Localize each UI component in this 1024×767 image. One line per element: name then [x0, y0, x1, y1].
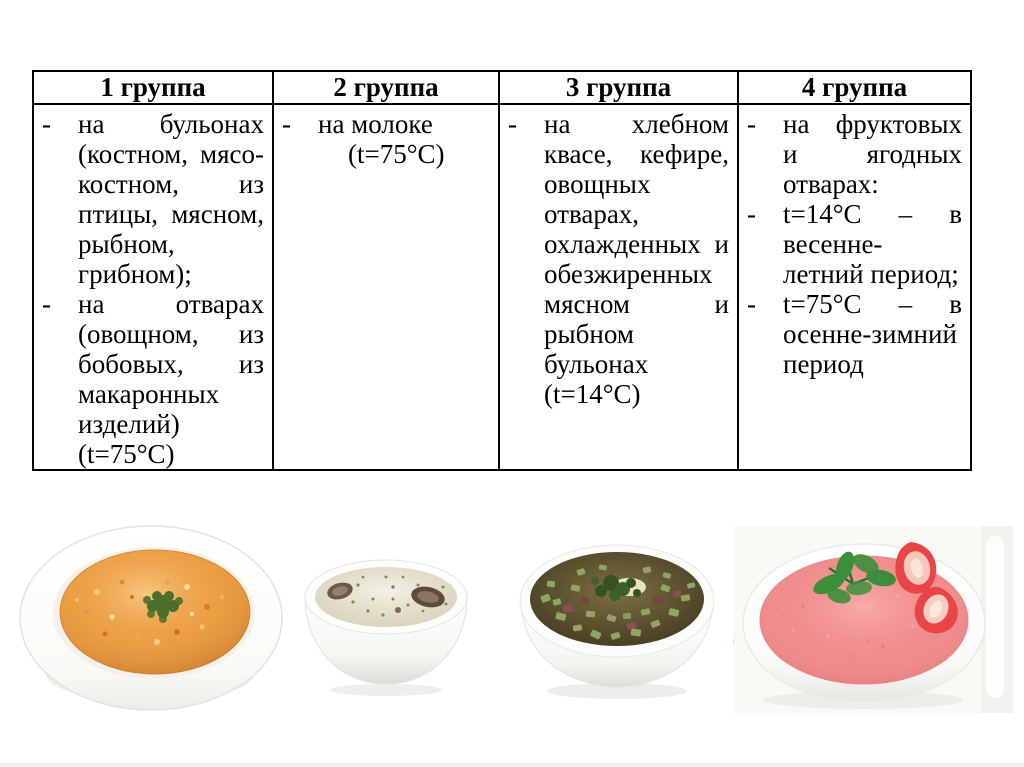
mushroom-slices: [327, 582, 445, 613]
milk-soup-bowl-image: [304, 559, 468, 696]
list-item: - на хлебном квасе, кефире, овощных отва…: [506, 109, 729, 409]
table-header-group-3: 3 группа: [498, 70, 739, 105]
mint-garnish: [813, 551, 896, 604]
photo-milk-soup: [298, 547, 474, 702]
meat-pieces: [562, 590, 682, 630]
table-body-row: - на бульонах (костном, мясо-костном, из…: [32, 103, 972, 471]
table-header-group-1: 1 группа: [32, 70, 274, 105]
list-item-text: на бульонах (костном, мясо-костном, из п…: [78, 109, 264, 289]
bullet-dash: -: [747, 289, 756, 319]
soup-texture-dots: [731, 584, 935, 658]
napkin: [986, 536, 1004, 698]
soup-shading: [60, 550, 250, 674]
soup-shading: [315, 567, 457, 627]
bullet-dash: -: [747, 199, 756, 229]
list-item: - на молоке: [280, 109, 490, 139]
list-item: - t=14°C – в весенне-летний период;: [745, 199, 962, 289]
bowl-shadow: [330, 684, 442, 696]
list-item-text: на хлебном квасе, кефире, овощных отвара…: [544, 109, 729, 409]
bullet-dash: -: [282, 109, 291, 139]
list-item: (t=75°C): [280, 139, 490, 169]
list-item-text: (t=75°C): [348, 139, 445, 169]
list-item-text: на молоке: [318, 109, 433, 139]
bullet-dash: -: [42, 109, 51, 139]
bullet-dash: -: [42, 289, 51, 319]
dill-garnish: [591, 575, 641, 601]
soup-groups-table: 1 группа 2 группа 3 группа 4 группа - на…: [32, 70, 972, 471]
photo-okroshka-soup: [511, 525, 723, 706]
list-item-text: на фруктовых и ягодных отварах:: [783, 109, 962, 199]
list-item: - на фруктовых и ягодных отварах:: [745, 109, 962, 199]
photo-strawberry-soup: [731, 526, 1013, 718]
okroshka-bowl-image: [519, 544, 715, 699]
bullet-dash: -: [747, 109, 756, 139]
bullet-dash: [280, 139, 318, 169]
list-item-text: на отварах (овощном, из бобовых, из мака…: [78, 289, 264, 469]
slide-bottom-edge: [0, 763, 1024, 767]
strawberry-flesh: [903, 551, 949, 624]
herb-flecks: [351, 575, 448, 617]
table-header-group-4: 4 группа: [737, 70, 972, 105]
cucumber-pieces: [540, 564, 696, 640]
list-item: - на отварах (овощном, из бобовых, из ма…: [40, 289, 264, 469]
group-2-cell: - на молоке (t=75°C): [272, 103, 500, 471]
group-4-cell: - на фруктовых и ягодных отварах: - t=14…: [737, 103, 972, 471]
bullet-dash: -: [508, 109, 517, 139]
photo-meat-broth-soup: [17, 522, 287, 719]
group-1-cell: - на бульонах (костном, мясо-костном, из…: [32, 103, 274, 471]
list-item: - на бульонах (костном, мясо-костном, из…: [40, 109, 264, 289]
vegetable-soup-plate-image: [19, 525, 283, 711]
table-header-group-2: 2 группа: [272, 70, 500, 105]
dill-garnish: [143, 591, 183, 623]
list-item: - t=75°C – в осенне-зимний период: [745, 289, 962, 379]
vegetable-bits: [75, 579, 225, 645]
strawberry-soup-plate-image: [731, 526, 1013, 713]
list-item-text: t=14°C – в весенне-летний период;: [783, 199, 962, 289]
table-header-row: 1 группа 2 группа 3 группа 4 группа: [32, 70, 972, 105]
group-3-cell: - на хлебном квасе, кефире, овощных отва…: [498, 103, 739, 471]
bowl-shadow: [547, 683, 687, 699]
list-item-text: t=75°C – в осенне-зимний период: [783, 289, 962, 379]
